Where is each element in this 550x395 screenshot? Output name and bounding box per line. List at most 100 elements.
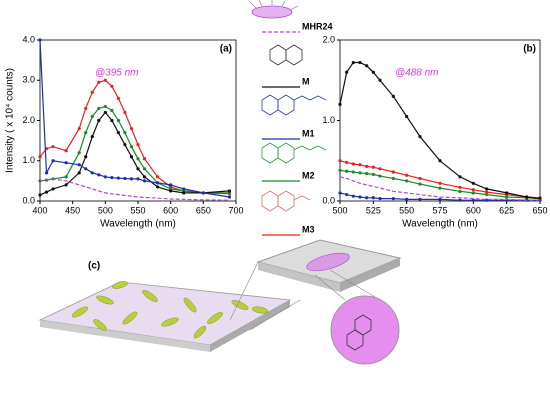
legend-label: M3: [302, 224, 315, 234]
data-point: [358, 195, 362, 199]
data-point: [338, 168, 342, 173]
y-tick-label: 3.0: [22, 75, 35, 85]
data-point: [90, 171, 94, 175]
data-point: [97, 80, 101, 84]
x-axis-title: Wavelength (nm): [402, 219, 478, 230]
data-point: [458, 185, 462, 189]
data-point: [351, 170, 355, 174]
data-point: [471, 191, 475, 195]
y-tick-label: 0.0: [322, 195, 335, 205]
data-point: [227, 189, 232, 193]
data-point: [418, 135, 422, 139]
data-point: [405, 197, 409, 201]
x-tick-label: 650: [532, 205, 547, 215]
data-point: [64, 183, 68, 187]
data-point: [538, 198, 542, 202]
data-point: [44, 190, 49, 194]
data-point: [116, 118, 120, 123]
series-line: [39, 79, 230, 195]
data-point: [116, 176, 120, 180]
data-point: [371, 70, 375, 74]
data-point: [77, 126, 81, 131]
annotation: @488 nm: [395, 68, 439, 79]
data-point: [365, 196, 369, 200]
data-point: [123, 110, 127, 115]
data-point: [142, 179, 147, 183]
data-point: [351, 60, 355, 65]
data-point: [378, 174, 382, 178]
data-point: [351, 162, 355, 166]
data-point: [358, 60, 362, 65]
data-point: [116, 96, 120, 100]
plot-frame: [39, 39, 237, 202]
y-tick-label: 2.0: [322, 34, 335, 44]
data-point: [51, 187, 55, 191]
data-point: [97, 118, 101, 123]
data-point: [84, 155, 88, 159]
data-point: [182, 191, 186, 195]
data-point: [64, 149, 68, 153]
panel-label: (b): [523, 44, 536, 55]
data-point: [156, 175, 160, 179]
data-point: [485, 192, 489, 197]
data-point: [338, 191, 342, 195]
x-tick-label: 400: [32, 205, 47, 215]
data-point: [505, 191, 509, 195]
data-point: [371, 165, 375, 169]
data-point: [103, 175, 107, 179]
data-point: [227, 195, 232, 199]
data-point: [110, 176, 114, 180]
data-point: [136, 143, 140, 147]
data-point: [371, 172, 375, 177]
data-point: [116, 130, 120, 135]
data-point: [169, 189, 173, 193]
data-point: [471, 188, 475, 192]
x-tick-label: 500: [98, 205, 113, 215]
data-point: [345, 70, 349, 74]
data-point: [64, 175, 68, 179]
data-point: [84, 106, 88, 111]
data-point: [201, 191, 205, 195]
x-tick-label: 550: [130, 205, 145, 215]
data-point: [378, 78, 382, 82]
data-point: [485, 198, 489, 202]
molecule-sketches: [261, 44, 327, 212]
data-point: [485, 190, 489, 194]
y-tick-label: 0.0: [22, 195, 35, 205]
x-tick-label: 550: [399, 205, 414, 215]
data-point: [418, 182, 422, 186]
data-point: [136, 177, 140, 181]
data-point: [438, 159, 442, 163]
data-point: [44, 171, 49, 175]
y-tick-label: 4.0: [22, 34, 35, 44]
x-tick-label: 525: [366, 205, 381, 215]
data-point: [90, 135, 94, 139]
data-point: [123, 176, 127, 181]
data-point: [129, 177, 134, 181]
data-point: [418, 176, 422, 181]
data-point: [136, 157, 140, 161]
data-point: [84, 130, 88, 135]
data-point: [97, 106, 101, 111]
data-point: [378, 196, 382, 201]
data-point: [405, 179, 409, 183]
data-point: [77, 151, 81, 155]
data-point: [77, 163, 81, 167]
data-point: [405, 114, 409, 119]
data-point: [378, 167, 382, 171]
y-tick-label: 1.0: [22, 155, 35, 165]
data-point: [97, 173, 101, 177]
x-tick-label: 600: [163, 205, 178, 215]
data-point: [458, 175, 462, 179]
data-point: [338, 102, 342, 106]
series-line: [339, 61, 541, 200]
data-point: [123, 130, 127, 135]
biofilm-illustration: [38, 239, 402, 365]
data-point: [345, 160, 349, 164]
data-point: [365, 64, 369, 68]
data-point: [142, 157, 147, 161]
x-tick-label: 450: [65, 205, 80, 215]
plot-frame: [339, 39, 541, 202]
data-point: [90, 114, 94, 119]
data-point: [38, 155, 42, 159]
